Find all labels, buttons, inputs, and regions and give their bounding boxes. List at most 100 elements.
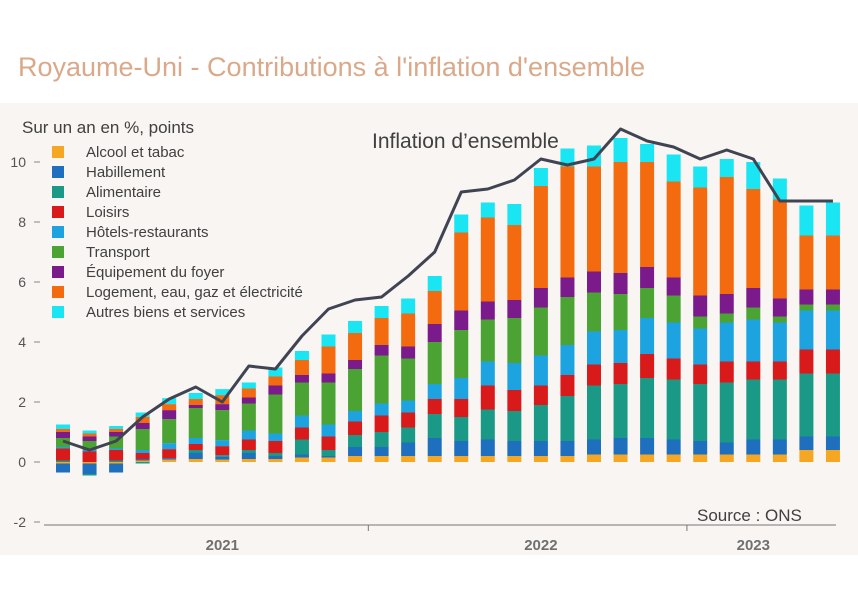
bar-segment: [666, 379, 681, 440]
legend-swatch: [52, 186, 64, 198]
bar-segment: [109, 429, 124, 432]
bar-stack: [693, 166, 708, 462]
bar-segment: [613, 454, 628, 462]
bar-segment: [825, 436, 840, 450]
bar-stack: [454, 214, 469, 462]
bar-segment: [374, 345, 389, 356]
bar-segment: [427, 414, 442, 438]
bar-segment: [799, 289, 814, 305]
bar-segment: [348, 411, 363, 422]
bar-segment: [454, 232, 469, 311]
bar-segment: [294, 439, 309, 455]
bar-segment: [374, 355, 389, 404]
bar-segment: [613, 162, 628, 273]
bar-segment: [294, 427, 309, 440]
bar-segment: [294, 382, 309, 416]
bar-segment: [348, 369, 363, 411]
bar-segment: [294, 457, 309, 462]
bar-segment: [56, 429, 70, 432]
bar-segment: [294, 454, 309, 458]
legend-item: Alcool et tabac: [52, 144, 185, 161]
legend-swatch: [52, 246, 64, 258]
bar-segment: [719, 159, 734, 177]
bar-segment: [321, 456, 336, 458]
bar-stack: [374, 306, 389, 462]
bar-stack: [825, 202, 840, 462]
chart-title: Royaume-Uni - Contributions à l'inflatio…: [18, 52, 646, 82]
bar-segment: [560, 166, 575, 278]
bar-segment: [82, 433, 97, 437]
bar-stack: [162, 398, 177, 462]
bar-segment: [427, 384, 442, 399]
bar-segment: [799, 304, 814, 311]
bar-segment: [719, 361, 734, 383]
inflation-line-group: [62, 127, 833, 452]
bar-segment: [454, 310, 469, 330]
bar-segment: [666, 322, 681, 359]
bar-segment: [348, 321, 363, 333]
bar-segment: [401, 412, 416, 428]
source-note: Source : ONS: [697, 506, 802, 525]
bar-segment: [135, 460, 150, 462]
bar-segment: [746, 189, 761, 288]
bar-stack: [587, 145, 601, 462]
bar-segment: [401, 358, 416, 401]
bar-segment: [241, 403, 256, 431]
bar-segment: [772, 316, 787, 323]
legend-label: Alcool et tabac: [86, 144, 185, 161]
bar-segment: [268, 376, 283, 386]
bar-segment: [374, 456, 389, 462]
bar-segment: [82, 463, 97, 474]
bar-segment: [719, 454, 734, 462]
bar-segment: [56, 424, 70, 429]
bar-stack: [82, 430, 97, 476]
bar-segment: [480, 439, 495, 456]
legend-item: Équipement du foyer: [52, 264, 224, 281]
bar-segment: [480, 385, 495, 410]
bar-segment: [321, 346, 336, 374]
bar-segment: [560, 456, 575, 462]
bar-segment: [560, 345, 575, 375]
bar-segment: [56, 447, 70, 449]
bar-segment: [480, 202, 495, 218]
bar-segment: [587, 364, 601, 386]
legend-swatch: [52, 286, 64, 298]
bar-segment: [241, 450, 256, 453]
legend-label: Habillement: [86, 164, 166, 181]
bar-segment: [666, 277, 681, 296]
stacked-bar-chart: -2 0 2 4 6 8 10 2021 2022 2023 Alcool et tabac Ha…: [10, 118, 840, 554]
bar-segment: [215, 459, 230, 462]
bar-segment: [613, 438, 628, 455]
bar-segment: [56, 432, 70, 438]
bar-segment: [268, 456, 283, 459]
bar-segment: [772, 199, 787, 299]
bar-segment: [746, 162, 761, 189]
bar-stack: [560, 148, 575, 462]
bar-segment: [533, 405, 548, 441]
bar-stack: [348, 321, 363, 462]
bar-segment: [294, 415, 309, 428]
bar-segment: [109, 450, 124, 461]
bar-segment: [454, 214, 469, 233]
bar-segment: [587, 145, 601, 167]
bar-segment: [746, 379, 761, 440]
bar-segment: [613, 294, 628, 330]
bar-segment: [374, 432, 389, 447]
bar-segment: [772, 322, 787, 362]
bar-segment: [640, 144, 655, 162]
legend-swatch: [52, 306, 64, 318]
bar-segment: [215, 455, 230, 457]
bar-segment: [268, 394, 283, 434]
bar-segment: [746, 288, 761, 308]
bar-segment: [294, 375, 309, 383]
bar-segment: [294, 360, 309, 375]
bar-segment: [188, 408, 203, 438]
y-axis: -2 0 2 4 6 8 10: [10, 154, 40, 530]
bar-stack: [533, 168, 548, 462]
bar-segment: [480, 301, 495, 320]
bar-segment: [401, 442, 416, 456]
bar-segment: [507, 318, 522, 363]
bar-segment: [666, 181, 681, 278]
bar-segment: [188, 405, 203, 408]
